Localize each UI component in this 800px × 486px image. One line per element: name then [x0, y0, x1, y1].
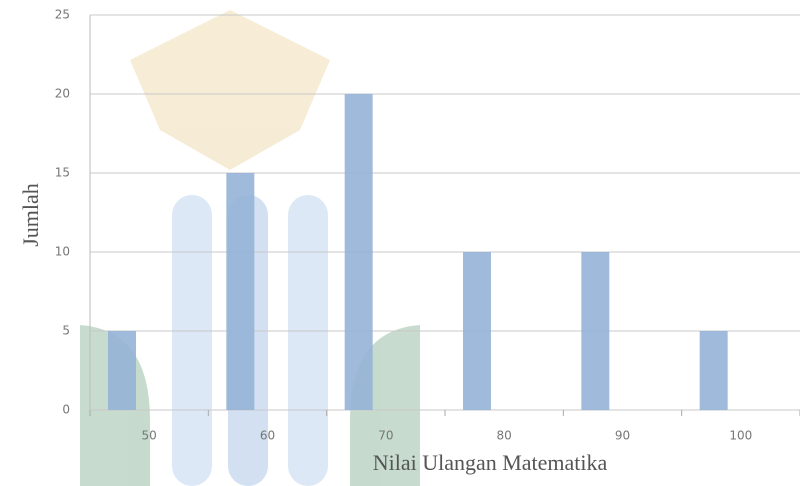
bar	[581, 252, 609, 410]
x-tick-label: 50	[142, 429, 157, 443]
y-axis-title: Jumlah	[18, 183, 43, 247]
bar	[226, 173, 254, 410]
bar	[463, 252, 491, 410]
y-tick-label: 20	[55, 87, 70, 101]
x-axis-title: Nilai Ulangan Matematika	[373, 450, 608, 475]
y-tick-label: 10	[55, 245, 70, 259]
y-tick-label: 15	[55, 166, 70, 180]
page: {"chart_data": {"type": "bar", "x_label"…	[0, 0, 800, 486]
x-tick-label: 100	[729, 429, 752, 443]
bar	[345, 94, 373, 410]
x-tick-label: 60	[260, 429, 275, 443]
x-tick-label: 90	[615, 429, 630, 443]
x-tick-label: 70	[378, 429, 393, 443]
bar	[700, 331, 728, 410]
bar	[108, 331, 136, 410]
y-tick-label: 0	[62, 403, 70, 417]
y-tick-label: 5	[62, 324, 70, 338]
chart: Jumlah Nilai Ulangan Matematika 0 5 10 15 20…	[0, 0, 800, 486]
x-tick-label: 80	[497, 429, 512, 443]
y-tick-label: 25	[55, 8, 70, 22]
